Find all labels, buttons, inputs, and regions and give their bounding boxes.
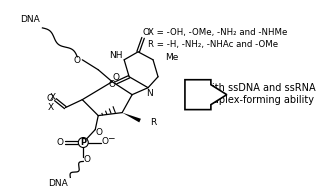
Text: DNA: DNA (21, 15, 40, 24)
Text: O: O (109, 80, 116, 89)
Text: P: P (80, 138, 86, 147)
Polygon shape (185, 80, 227, 110)
Text: O: O (96, 128, 103, 137)
Text: O: O (74, 56, 81, 65)
Polygon shape (122, 113, 141, 122)
Text: −: − (108, 133, 115, 142)
Text: O: O (47, 94, 54, 103)
Text: O: O (143, 28, 150, 37)
Text: DNA: DNA (49, 179, 68, 188)
Text: X = -OH, -OMe, -NH₂ and -NHMe: X = -OH, -OMe, -NH₂ and -NHMe (148, 28, 287, 37)
Circle shape (78, 138, 88, 147)
Text: with ssDNA and ssRNA: with ssDNA and ssRNA (204, 83, 315, 93)
Text: O: O (102, 137, 109, 146)
Text: N: N (146, 89, 153, 98)
Text: R = -H, -NH₂, -NHAc and -OMe: R = -H, -NH₂, -NHAc and -OMe (148, 40, 278, 49)
Text: X: X (49, 93, 55, 102)
Text: O: O (57, 138, 64, 147)
Text: Duplex-forming ability: Duplex-forming ability (205, 95, 314, 105)
Text: NH: NH (110, 51, 123, 60)
Text: X: X (47, 103, 53, 112)
Text: R: R (150, 118, 156, 127)
Text: O: O (84, 155, 91, 164)
Text: Me: Me (165, 53, 178, 62)
Text: O: O (113, 73, 120, 82)
